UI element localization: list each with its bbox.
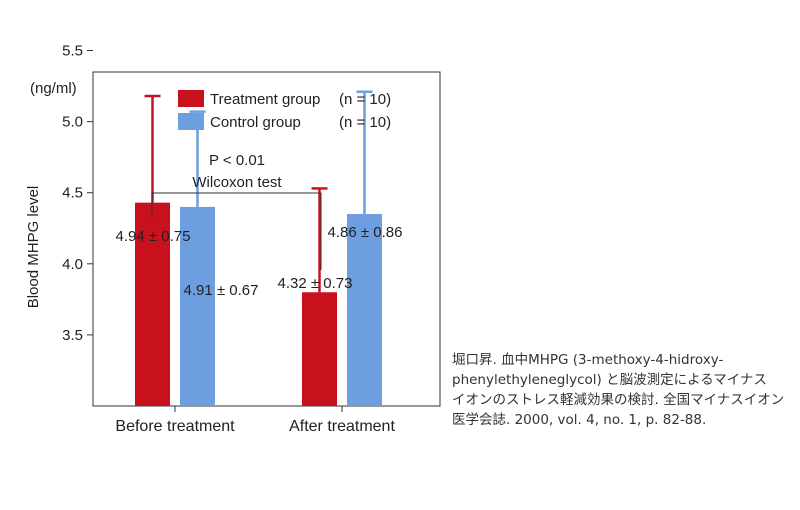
data-label: 4.86 ± 0.86 [328,224,403,241]
value-labels-group: 4.94 ± 0.75 4.32 ± 0.73 4.91 ± 0.67 4.86 ± … [116,224,403,299]
legend: Treatment group (n = 10) Control group (… [178,90,391,131]
y-axis-title: Blood MHPG level [25,186,42,309]
legend-n-treatment: (n = 10) [339,91,391,108]
bar-treatment [302,292,337,406]
citation-line: イオンのストレス軽減効果の検討. 全国マイナスイオン [452,392,785,408]
legend-swatch-control [178,113,204,130]
y-tick-label: 4.0 [62,256,83,273]
legend-n-control: (n = 10) [339,114,391,131]
y-axis: 3.54.04.55.05.56.06.57.0 [62,43,93,344]
y-tick-label: 5.5 [62,43,83,60]
bars-group [135,202,382,406]
plot-frame [92,71,441,407]
citation-line: phenylethyleneglycol) と脳波測定によるマイナス [452,372,767,388]
bar-control [347,214,382,406]
bar-control [180,206,215,406]
x-tick-label: Before treatment [115,418,235,435]
test-name-label: Wilcoxon test [192,174,282,191]
legend-label-control: Control group [210,114,301,131]
y-tick-label: 3.5 [62,327,83,344]
data-label: 4.91 ± 0.67 [184,282,259,299]
significance-annotation: P < 0.01 Wilcoxon test [151,152,322,270]
legend-swatch-treatment [178,90,204,107]
y-tick-label: 5.0 [62,114,83,131]
citation: 堀口昇. 血中MHPG (3-methoxy-4-hidroxy- phenyl… [452,350,792,430]
y-unit-label: (ng/ml) [30,80,77,97]
significance-bracket [151,192,322,270]
y-tick-label: 4.5 [62,185,83,202]
citation-line: 堀口昇. 血中MHPG (3-methoxy-4-hidroxy- [452,352,724,368]
data-label: 4.32 ± 0.73 [278,275,353,292]
legend-label-treatment: Treatment group [210,91,320,108]
p-value-label: P < 0.01 [209,152,265,169]
x-tick-label: After treatment [289,418,395,435]
citation-line: 医学会誌. 2000, vol. 4, no. 1, p. 82-88. [452,412,707,428]
x-axis: Before treatment After treatment [115,406,395,435]
bar-treatment [135,202,170,406]
data-label: 4.94 ± 0.75 [116,228,191,245]
